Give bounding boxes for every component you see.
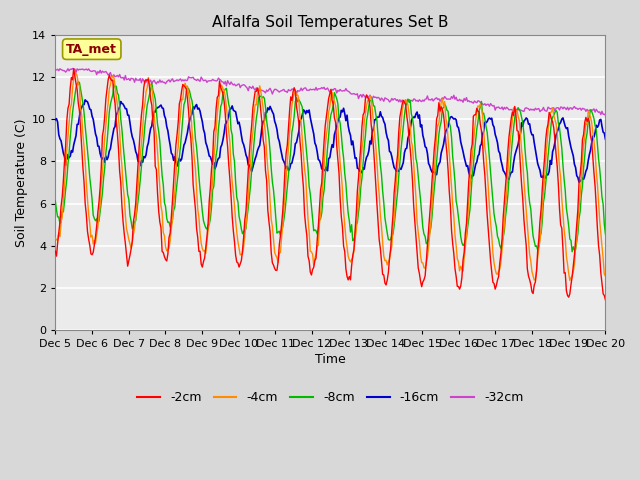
Text: TA_met: TA_met (67, 43, 117, 56)
Legend: -2cm, -4cm, -8cm, -16cm, -32cm: -2cm, -4cm, -8cm, -16cm, -32cm (132, 386, 528, 409)
X-axis label: Time: Time (315, 353, 346, 366)
Y-axis label: Soil Temperature (C): Soil Temperature (C) (15, 118, 28, 247)
Title: Alfalfa Soil Temperatures Set B: Alfalfa Soil Temperatures Set B (212, 15, 449, 30)
